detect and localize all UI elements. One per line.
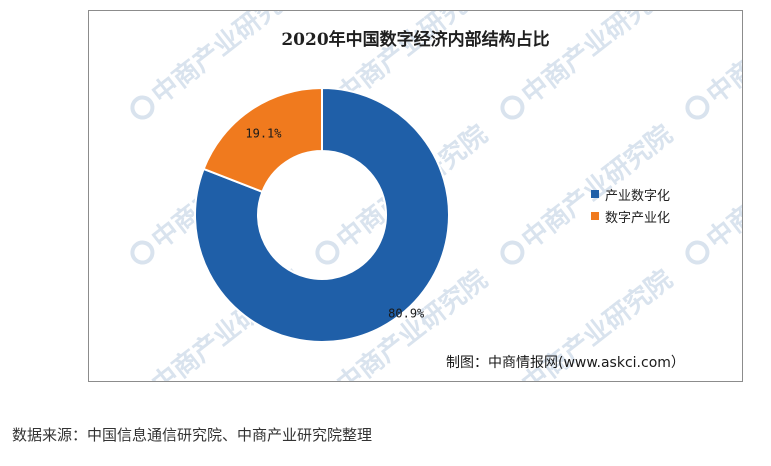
legend: 产业数字化 数字产业化 bbox=[591, 183, 670, 227]
legend-label-0: 产业数字化 bbox=[605, 188, 671, 204]
chart-title: 2020年中国数字经济内部结构占比 bbox=[281, 30, 550, 50]
legend-item-0: 产业数字化 bbox=[591, 183, 670, 205]
askci-logo-icon bbox=[315, 240, 340, 265]
chart-frame: 中商产业研究院 中商产业研究院 中商产业研究院 中商产业研究院 中商产业研究院 中商产业研… bbox=[88, 10, 743, 382]
data-source-footer: 数据来源：中国信息通信研究院、中商产业研究院整理 bbox=[12, 426, 373, 444]
askci-logo-icon bbox=[685, 240, 710, 265]
askci-logo-icon bbox=[130, 240, 155, 265]
chart-source-note: 制图：中商情报网(www.askci.com） bbox=[446, 355, 685, 371]
legend-swatch-0 bbox=[591, 190, 599, 198]
legend-swatch-1 bbox=[591, 212, 599, 220]
legend-label-1: 数字产业化 bbox=[605, 210, 671, 226]
watermark-text: 中商产业研究院 bbox=[701, 119, 743, 255]
data-label-1: 19.1% bbox=[245, 127, 282, 141]
donut-chart: 80.9% 19.1% bbox=[194, 86, 450, 343]
askci-logo-icon bbox=[130, 95, 155, 120]
askci-logo-icon bbox=[685, 95, 710, 120]
askci-logo-icon bbox=[500, 95, 525, 120]
legend-item-1: 数字产业化 bbox=[591, 205, 670, 227]
data-label-0: 80.9% bbox=[388, 307, 425, 321]
donut-slice-1 bbox=[202, 86, 323, 194]
donut-slice-0 bbox=[194, 86, 450, 343]
watermark: 中商产业研究院 bbox=[685, 119, 743, 265]
askci-logo-icon bbox=[500, 240, 525, 265]
